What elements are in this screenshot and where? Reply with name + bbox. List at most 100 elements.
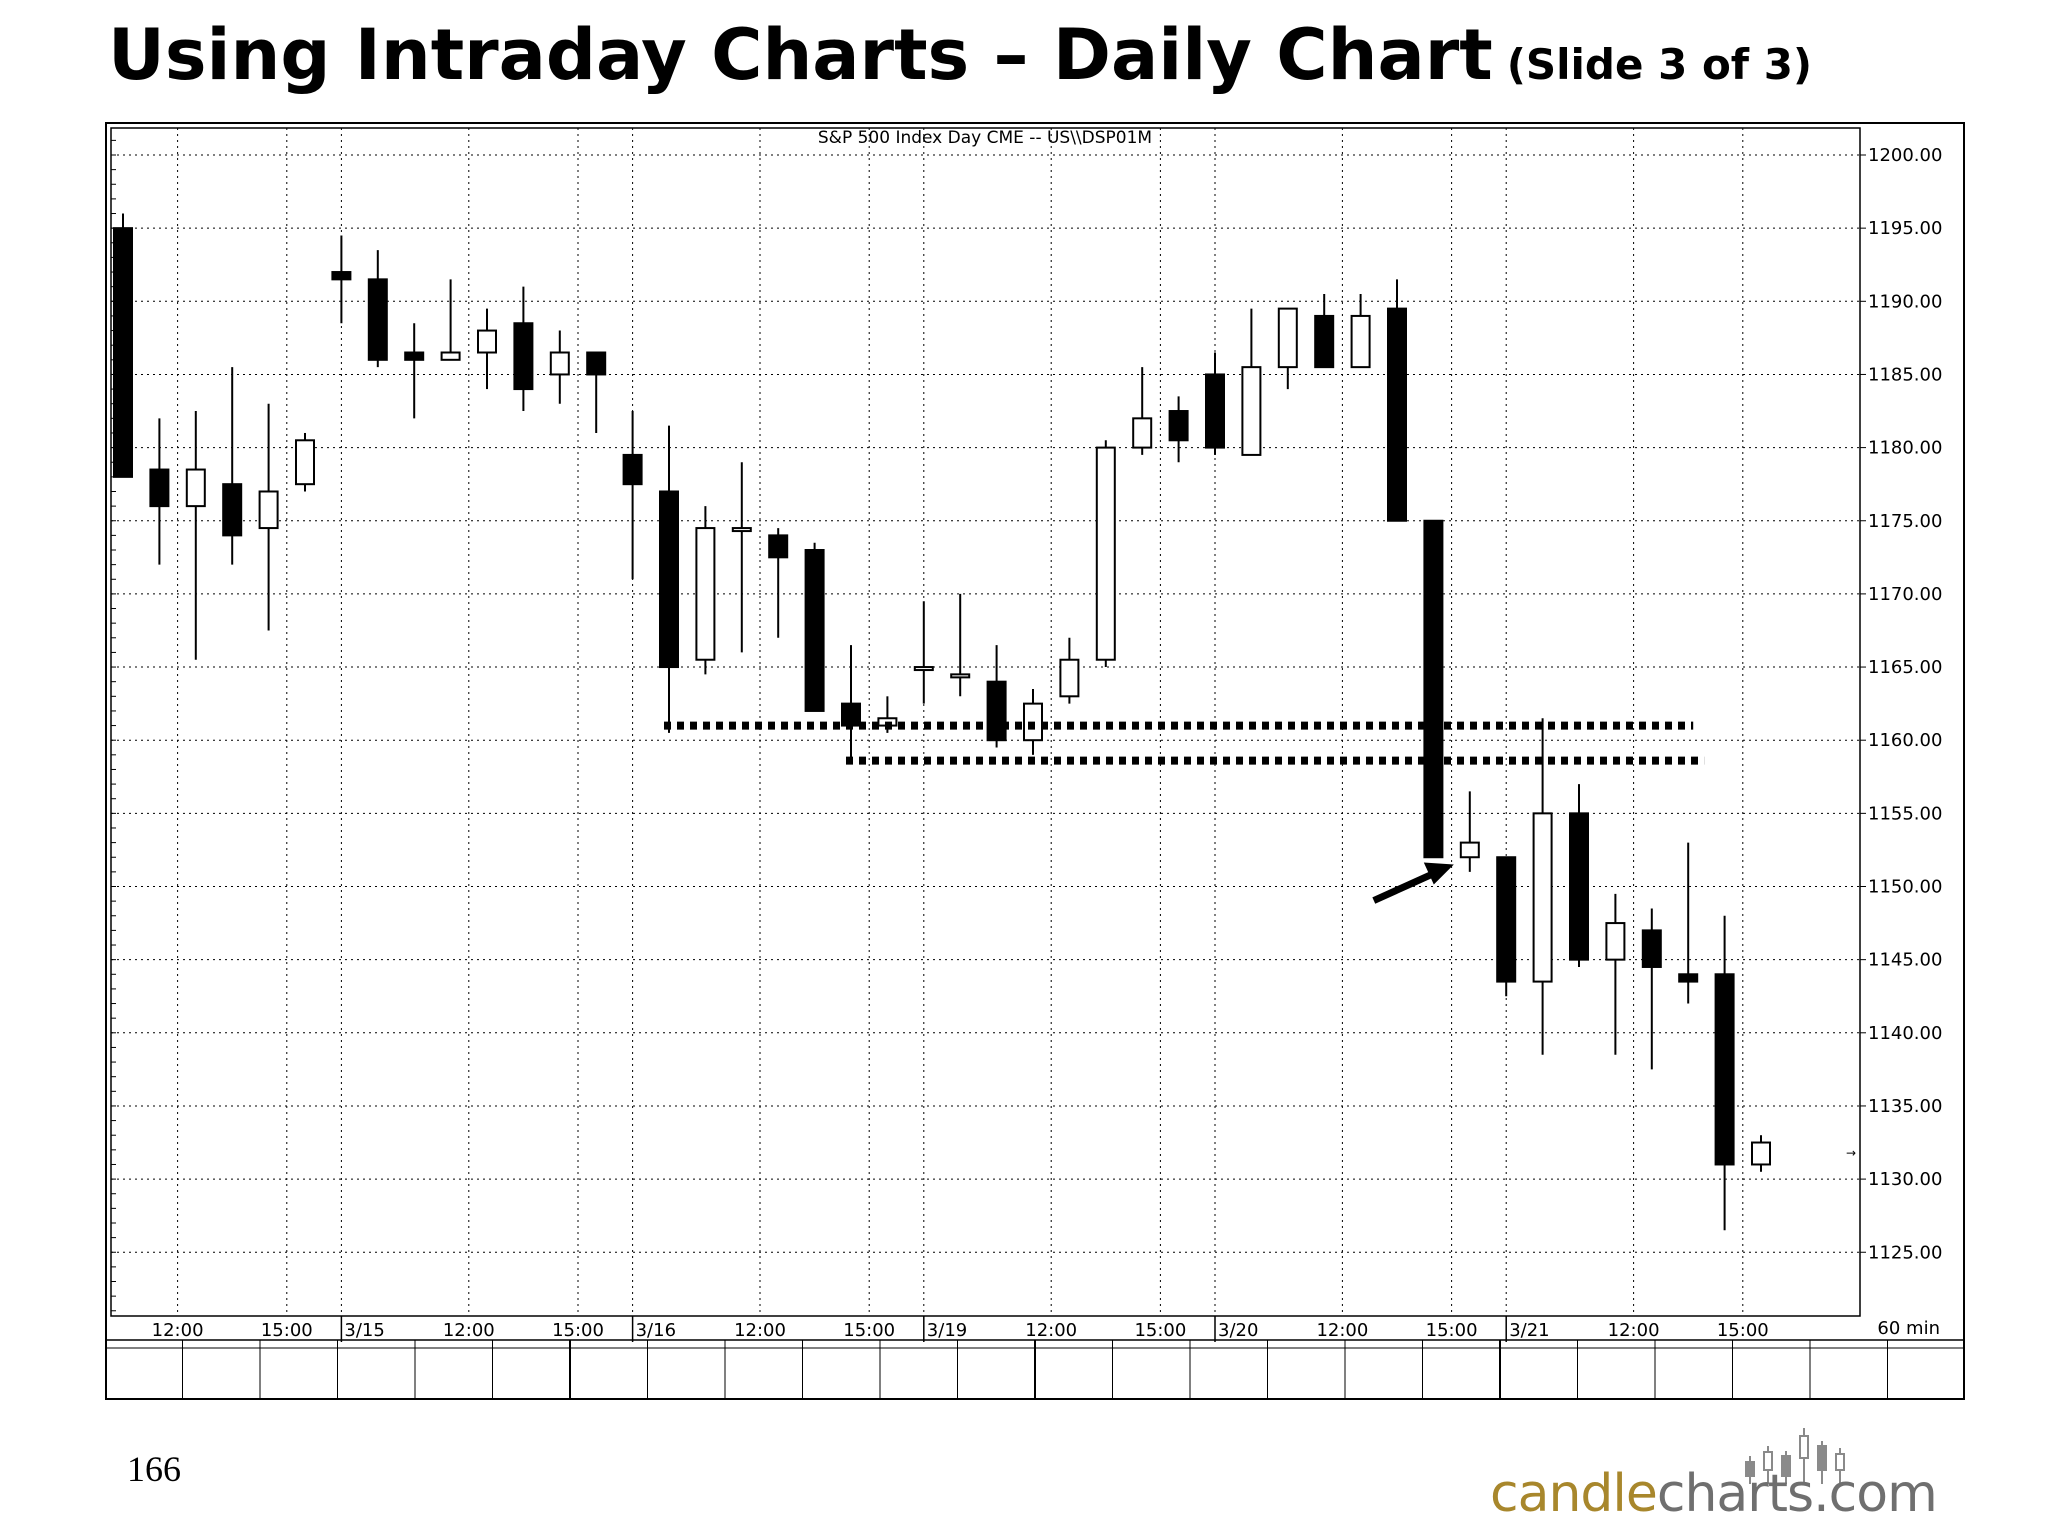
candle xyxy=(913,601,934,704)
bottom-panel xyxy=(105,1339,1965,1398)
grid-lines xyxy=(111,128,1860,1316)
x-tick-label: 12:00 xyxy=(152,1320,204,1341)
bear-candle-body xyxy=(659,490,679,669)
x-tick-label: 3/19 xyxy=(927,1320,967,1341)
candle xyxy=(222,367,243,565)
bull-candle-body xyxy=(1059,658,1080,698)
bear-candle-body xyxy=(1641,929,1662,968)
x-tick-label: 3/20 xyxy=(1218,1320,1258,1341)
y-tick-label: 1140.00 xyxy=(1868,1023,1942,1044)
bull-candle-body xyxy=(1350,314,1371,369)
candle xyxy=(1132,367,1153,455)
bull-candle-body xyxy=(950,673,971,679)
candle xyxy=(1168,396,1189,463)
x-tick-label: 3/16 xyxy=(636,1320,676,1341)
candle xyxy=(295,432,315,492)
x-tick-label: 15:00 xyxy=(1717,1320,1769,1341)
y-tick-label: 1180.00 xyxy=(1868,438,1942,459)
bear-candle-body xyxy=(1569,812,1589,961)
chart-outer-border xyxy=(105,122,1965,1400)
logo-candles-icon xyxy=(1745,1428,1845,1484)
candle xyxy=(440,279,461,361)
plot-area-border xyxy=(110,127,1861,1317)
candle xyxy=(1605,893,1626,1055)
logo-part-charts: charts.com xyxy=(1656,1464,1938,1524)
bear-candle-body xyxy=(113,227,133,478)
bear-candle-body xyxy=(986,680,1007,742)
candle xyxy=(1277,307,1298,390)
bull-candle-body xyxy=(1277,307,1298,369)
y-tick-label: 1125.00 xyxy=(1868,1242,1942,1263)
support-lines xyxy=(664,721,1705,765)
candle xyxy=(549,330,570,404)
candle xyxy=(149,418,170,565)
bear-candle-body xyxy=(622,453,643,486)
bear-candle-body xyxy=(404,351,425,361)
candle xyxy=(113,213,133,478)
y-tick-label: 1175.00 xyxy=(1868,511,1942,532)
candle xyxy=(586,351,607,433)
x-tick-label: 12:00 xyxy=(1608,1320,1660,1341)
candle xyxy=(1678,842,1699,1004)
candle xyxy=(804,542,825,712)
bear-candle-body xyxy=(1714,973,1735,1166)
bear-candle-body xyxy=(768,534,789,559)
bear-candle-body xyxy=(149,468,170,508)
candle xyxy=(477,308,497,390)
candle xyxy=(1569,784,1589,967)
candle xyxy=(950,593,971,697)
y-tick-label: 1165.00 xyxy=(1868,657,1942,678)
bear-candle-body xyxy=(804,549,825,712)
candle xyxy=(1059,637,1080,704)
y-tick-label: 1160.00 xyxy=(1868,730,1942,751)
bull-candle-body xyxy=(1095,446,1116,661)
page-number: 166 xyxy=(127,1449,181,1489)
candle xyxy=(404,323,425,419)
y-tick-label: 1200.00 xyxy=(1868,145,1942,166)
candles xyxy=(113,213,1771,1231)
y-tick-label: 1155.00 xyxy=(1868,803,1942,824)
candle xyxy=(1714,915,1735,1231)
candle xyxy=(1532,718,1553,1055)
bull-candle-body xyxy=(258,490,279,530)
bull-candle-body xyxy=(1605,922,1626,961)
y-tick-label: 1135.00 xyxy=(1868,1096,1942,1117)
x-axis-labels: 12:00 15:00 3/15 12:00 15:00 3/16 12:00 15:00 3/… xyxy=(152,1320,1769,1341)
logo-wordmark: candlecharts.com xyxy=(1490,1464,1938,1524)
bear-candle-body xyxy=(1387,307,1407,522)
slide-title: Using Intraday Charts – Daily Chart (Slid… xyxy=(108,14,1812,96)
arrow-shaft xyxy=(1372,869,1438,904)
candle xyxy=(768,528,789,638)
candle xyxy=(185,411,206,660)
x-tick-label: 15:00 xyxy=(843,1320,895,1341)
annotations xyxy=(1372,862,1454,904)
bear-candle-body xyxy=(1168,410,1189,442)
x-tick-label: 15:00 xyxy=(1134,1320,1186,1341)
candle xyxy=(331,235,352,324)
bull-candle-body xyxy=(185,468,206,508)
y-tick-label: 1190.00 xyxy=(1868,291,1942,312)
candle xyxy=(731,462,752,653)
interval-label: 60 min xyxy=(1877,1318,1940,1339)
arrow-head xyxy=(1423,862,1454,885)
candle xyxy=(622,411,643,580)
bear-candle-body xyxy=(1496,856,1517,983)
candle xyxy=(1241,308,1262,456)
candle xyxy=(1641,908,1662,1070)
y-tick-label: 1185.00 xyxy=(1868,364,1942,385)
candle xyxy=(1314,293,1335,369)
bull-candle-body xyxy=(295,439,315,486)
x-tick-label: 3/15 xyxy=(344,1320,384,1341)
bull-candle-body xyxy=(1132,417,1153,449)
title-main: Using Intraday Charts – Daily Chart xyxy=(108,14,1493,96)
x-tick-label: 12:00 xyxy=(1025,1320,1077,1341)
bull-candle-body xyxy=(1459,841,1480,859)
candle xyxy=(695,506,716,675)
x-tick-label: 12:00 xyxy=(443,1320,495,1341)
candle xyxy=(1095,440,1116,668)
candle xyxy=(258,403,279,631)
candle xyxy=(1350,293,1371,369)
bear-candle-body xyxy=(513,322,534,391)
x-tick-label: 15:00 xyxy=(552,1320,604,1341)
chart-title: S&P 500 Index Day CME -- US\\DSP01M xyxy=(818,128,1152,148)
